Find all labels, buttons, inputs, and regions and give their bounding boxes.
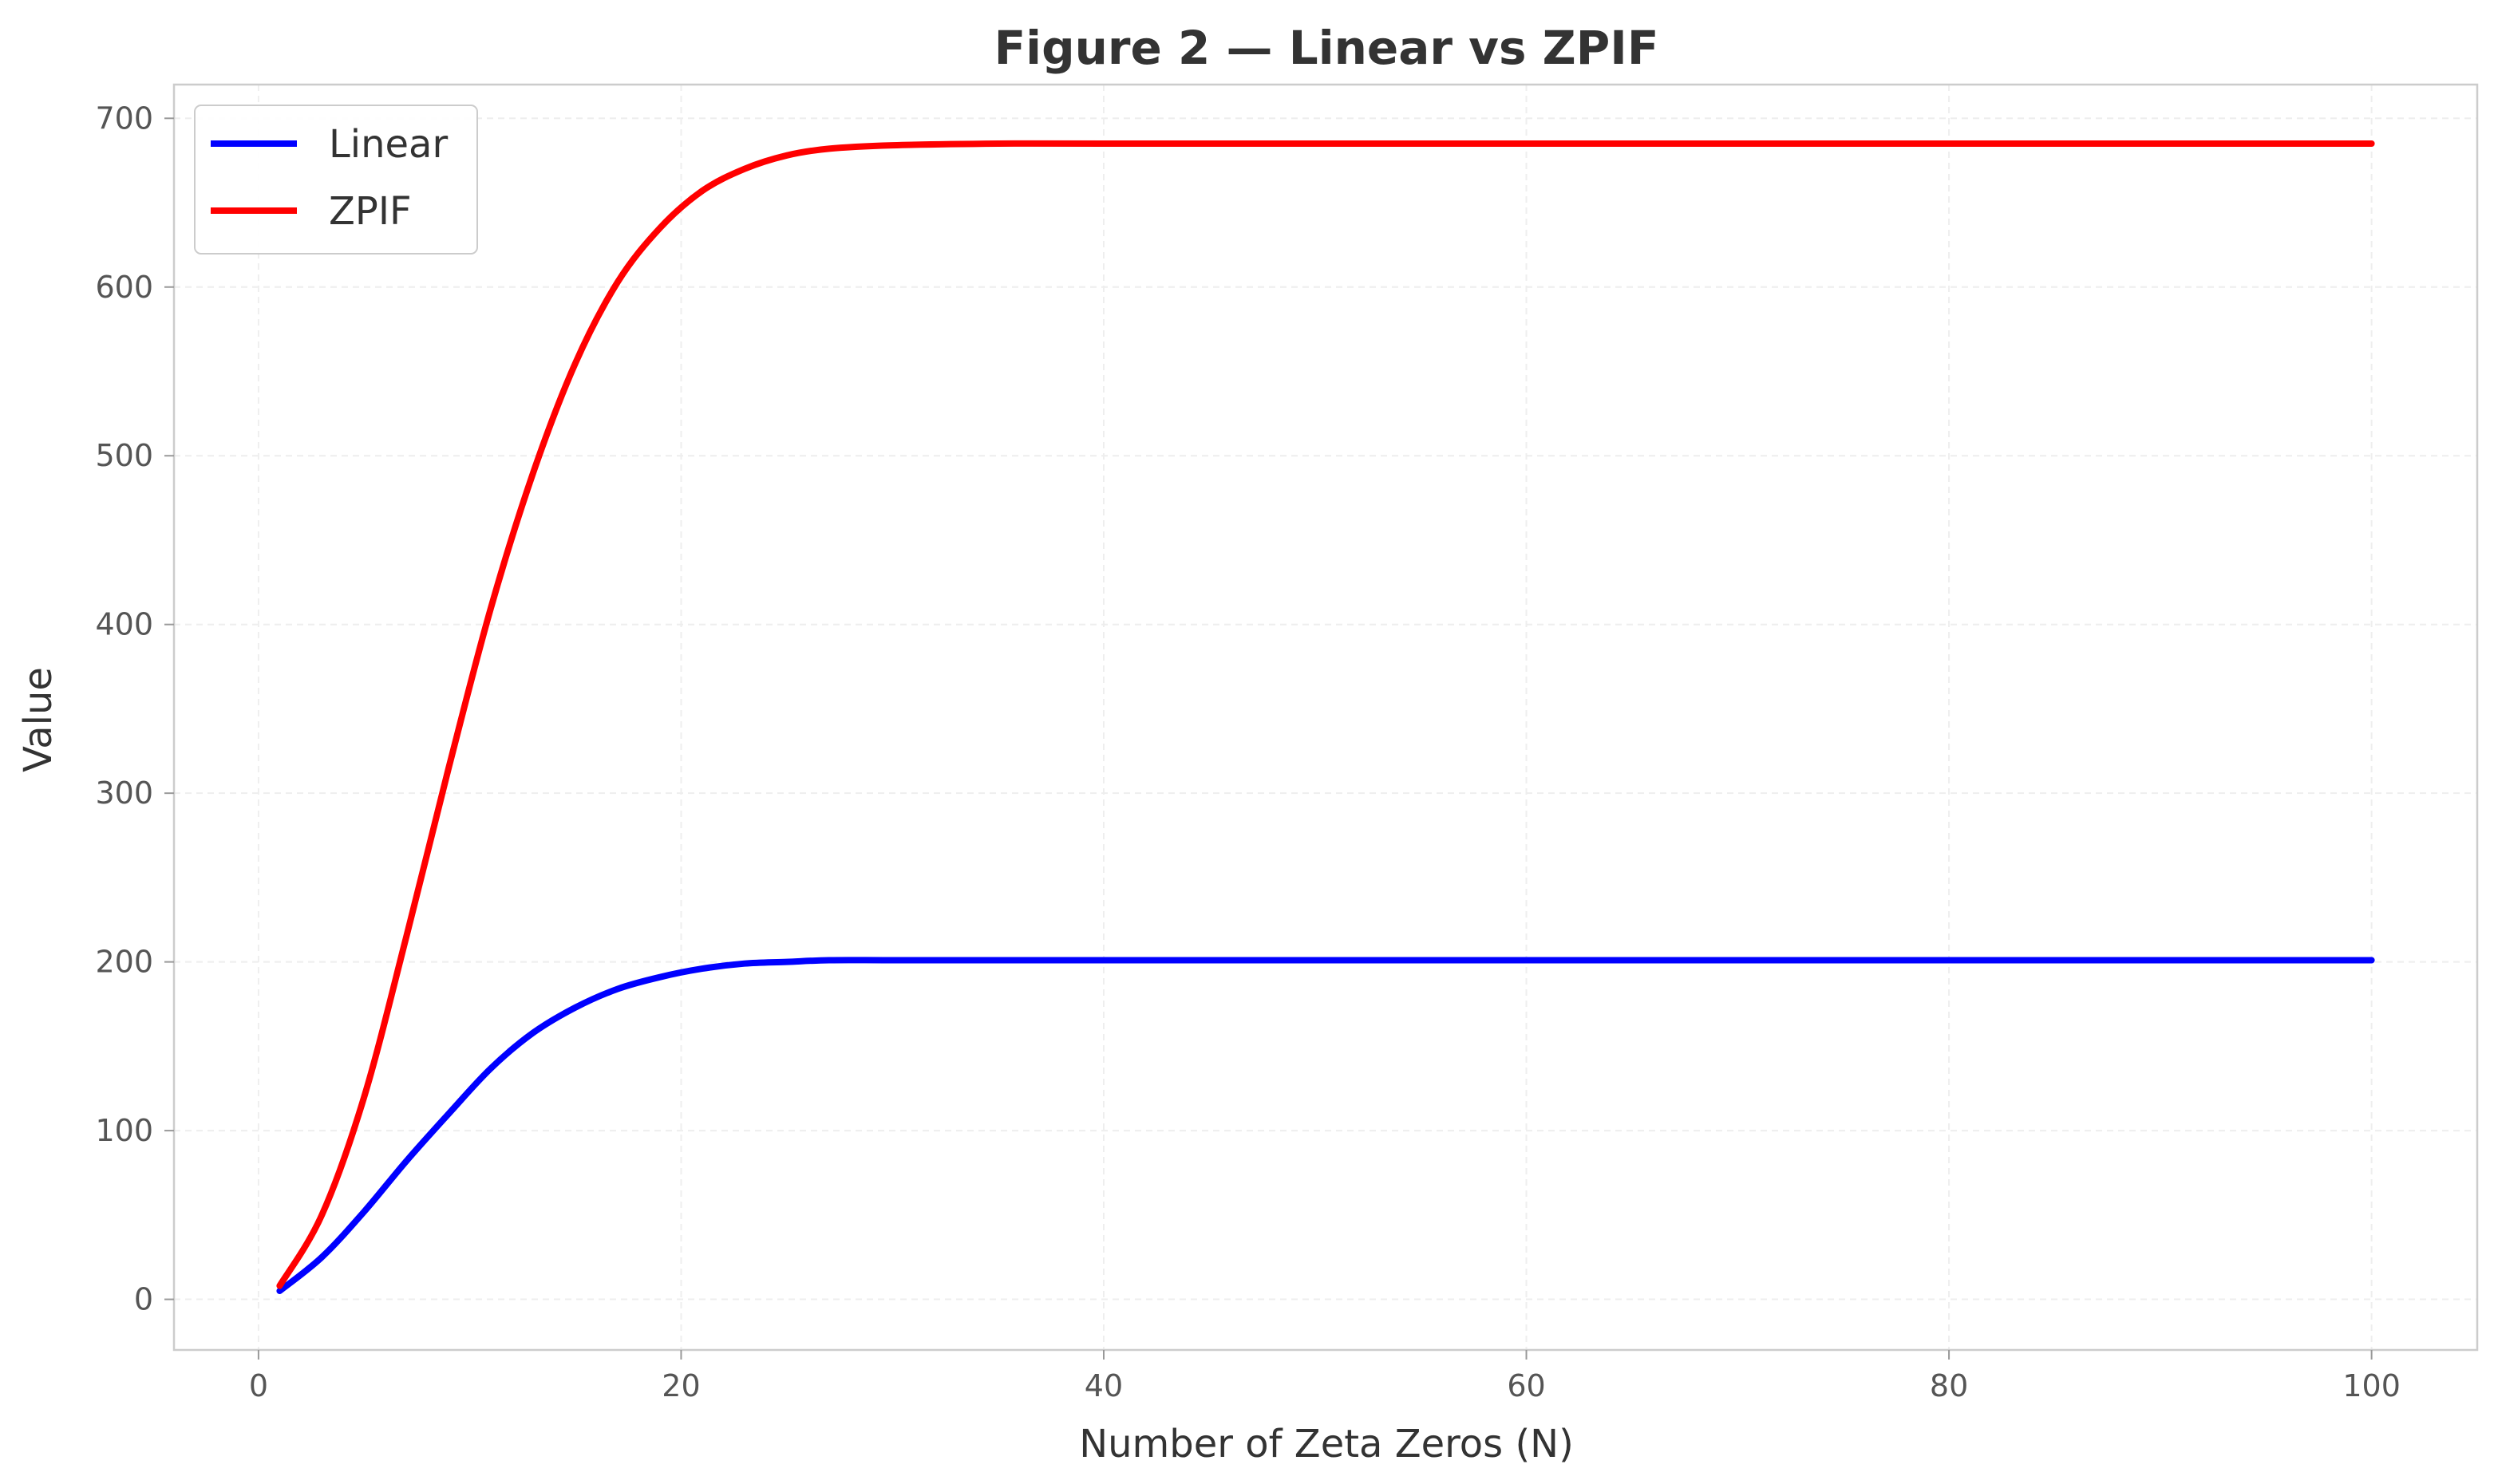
y-axis-label: Value [16,667,61,772]
y-tick-label: 600 [95,270,153,305]
x-tick-label: 60 [1507,1368,1545,1403]
legend: Linear ZPIF [194,105,478,255]
x-tick-label: 40 [1085,1368,1123,1403]
y-tick-label: 500 [95,438,153,473]
y-tick-label: 700 [95,101,153,136]
x-tick-label: 20 [662,1368,700,1403]
plot-area-frame [172,83,2479,1352]
series-layer [276,140,2375,1294]
x-tick-label: 80 [1930,1368,1968,1403]
y-tick-label: 100 [95,1113,153,1148]
x-tick-label: 100 [2342,1368,2401,1403]
y-tick-label: 200 [95,945,153,980]
legend-label: ZPIF [329,189,412,234]
chart-title: Figure 2 — Linear vs ZPIF [994,21,1659,75]
tick-layer: 0 20 40 60 80 100 0 100 200 300 400 500 600 700 [95,101,2400,1403]
series-line-zpif [276,140,2375,1289]
y-tick-label: 0 [134,1282,153,1317]
y-tick-label: 300 [95,776,153,811]
x-axis-label: Number of Zeta Zeros (N) [1079,1422,1574,1466]
x-tick-label: 0 [249,1368,268,1403]
legend-label: Linear [329,122,448,167]
y-tick-label: 400 [95,607,153,642]
series-line-linear [276,957,2375,1294]
grid-layer [174,85,2477,1350]
